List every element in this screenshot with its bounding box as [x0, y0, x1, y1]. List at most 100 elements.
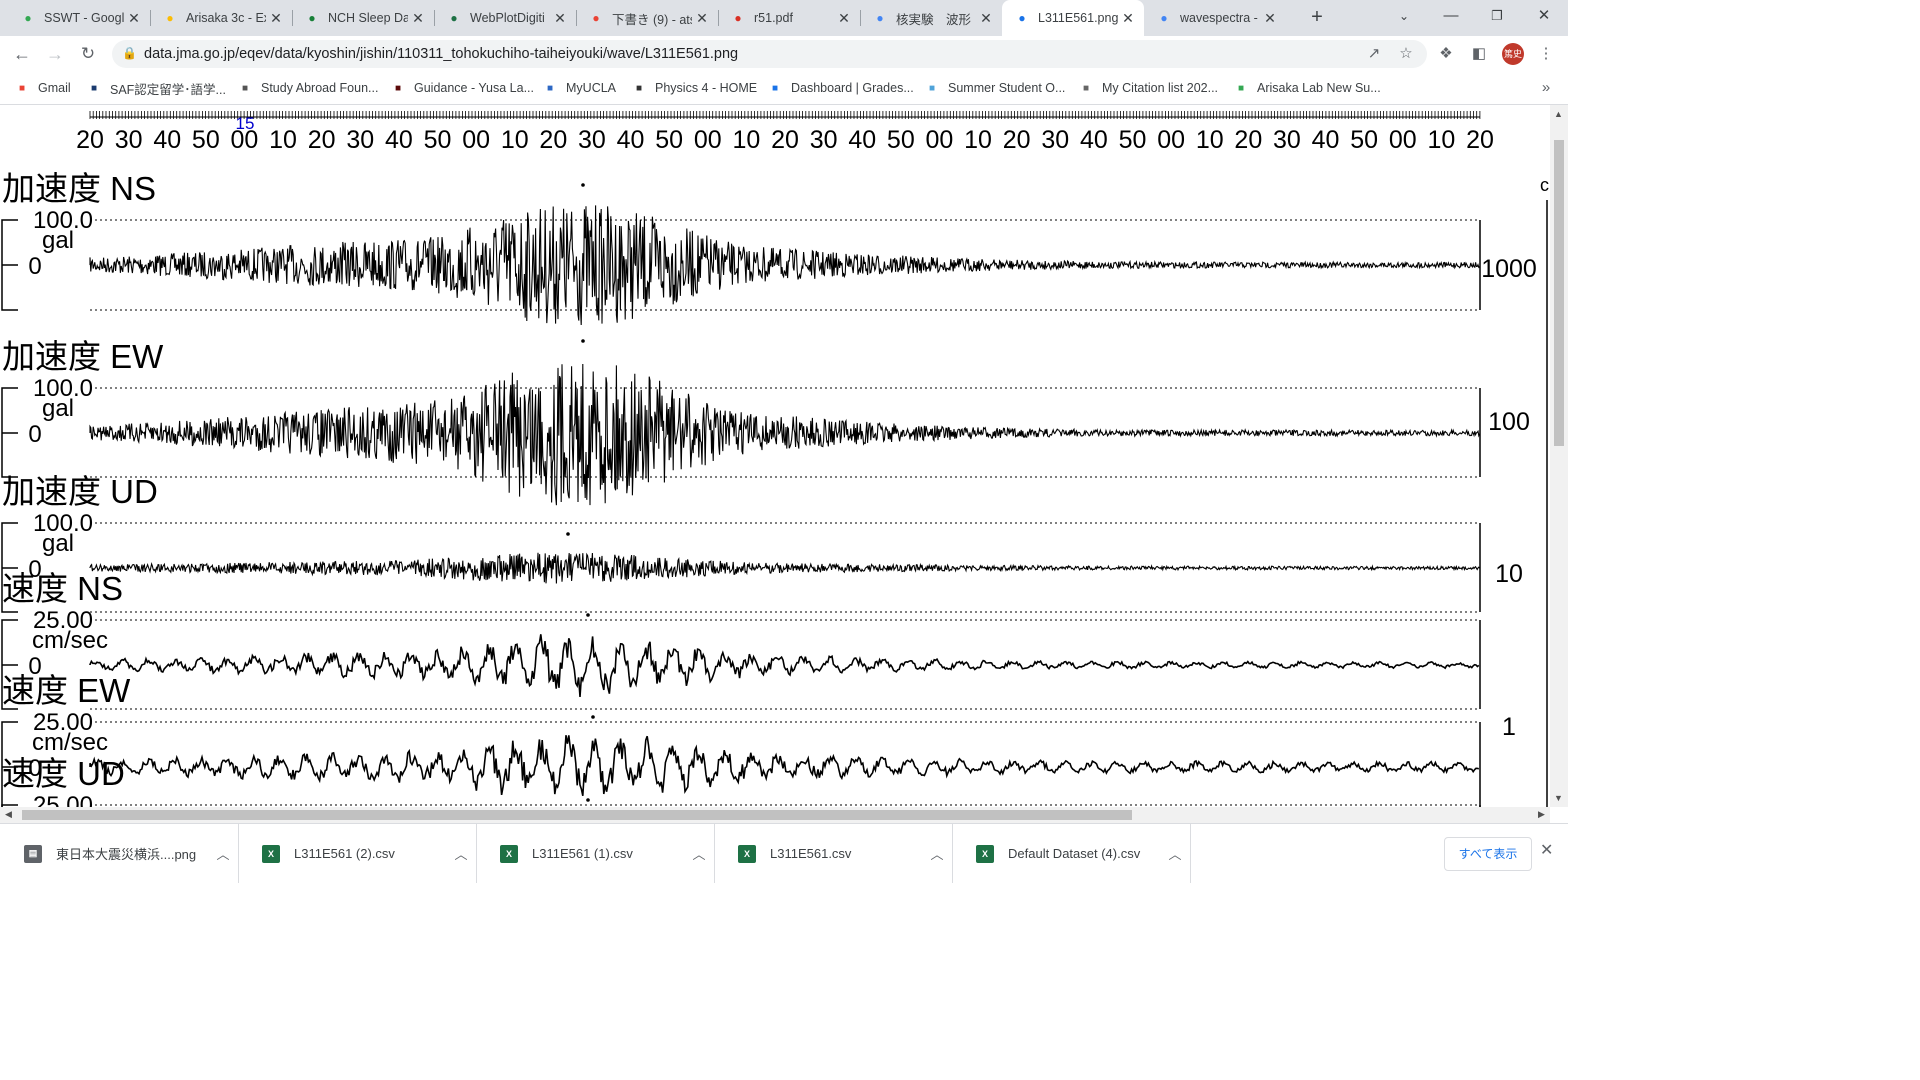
bookmark-item[interactable]: ■ Dashboard | Grades...	[767, 79, 914, 97]
tab-8[interactable]: ● wavespectra - ✕	[1144, 0, 1286, 36]
chevron-up-icon[interactable]: ︿	[454, 847, 468, 862]
close-window-button[interactable]: ✕	[1537, 7, 1551, 24]
downloads-bar: ▤ 東日本大震災横浜....png ︿ X L311E561 (2).csv ︿ X L311…	[0, 823, 1568, 883]
horizontal-scroll-thumb[interactable]	[22, 810, 1132, 820]
show-all-button[interactable]: すべて表示	[1444, 837, 1532, 871]
bookmarks-overflow-icon[interactable]: »	[1541, 79, 1551, 96]
bookmark-star-icon[interactable]: ☆	[1399, 45, 1413, 62]
download-item[interactable]: X L311E561 (1).csv ︿	[480, 824, 715, 883]
horizontal-scrollbar[interactable]: ◀ ▶	[0, 807, 1550, 823]
download-item[interactable]: X Default Dataset (4).csv ︿	[956, 824, 1191, 883]
download-filename: L311E561.csv	[770, 846, 852, 861]
scroll-right-icon[interactable]: ▶	[1538, 809, 1545, 819]
time-tick-label: 30	[810, 126, 838, 154]
time-marker-label: 15	[236, 114, 255, 133]
chevron-up-icon[interactable]: ︿	[930, 847, 944, 862]
close-tab-icon[interactable]: ✕	[1264, 9, 1276, 26]
time-tick-label: 20	[1466, 126, 1494, 154]
tab-1[interactable]: ● Arisaka 3c - Ex ✕	[150, 0, 292, 36]
bookmark-label: My Citation list 202...	[1102, 81, 1219, 95]
bookmark-item[interactable]: ■ Arisaka Lab New Su...	[1233, 79, 1381, 97]
waveform-trace	[89, 552, 1481, 584]
url-text[interactable]: data.jma.go.jp/eqev/data/kyoshin/jishin/…	[144, 46, 739, 62]
saf-small-icon: ■	[241, 82, 249, 94]
panel-title: 速度 NS	[2, 570, 123, 607]
download-item[interactable]: X L311E561.csv ︿	[718, 824, 953, 883]
time-tick-label: 20	[1234, 126, 1262, 154]
reload-button[interactable]: ↻	[80, 44, 96, 63]
panel-zero-label: 0	[28, 556, 41, 583]
download-filename: Default Dataset (4).csv	[1008, 846, 1141, 861]
close-tab-icon[interactable]: ✕	[128, 9, 140, 26]
download-item[interactable]: ▤ 東日本大震災横浜....png ︿	[4, 824, 239, 883]
download-filename: L311E561 (2).csv	[294, 846, 395, 861]
close-tab-icon[interactable]: ✕	[696, 9, 708, 26]
download-item[interactable]: X L311E561 (2).csv ︿	[242, 824, 477, 883]
bookmark-item[interactable]: ■ Study Abroad Foun...	[237, 79, 378, 97]
tab-7[interactable]: ● L311E561.png ✕	[1002, 0, 1144, 36]
tab-title: NCH Sleep Da	[328, 11, 408, 25]
tab-3[interactable]: ● WebPlotDigiti ✕	[434, 0, 576, 36]
menu-icon[interactable]: ⋮	[1538, 45, 1554, 62]
chevron-up-icon[interactable]: ︿	[216, 847, 230, 862]
tab-2[interactable]: ● NCH Sleep Da ✕	[292, 0, 434, 36]
close-downloads-icon[interactable]: ✕	[1540, 842, 1554, 859]
webplotdigitizer-icon: ●	[450, 11, 458, 25]
close-tab-icon[interactable]: ✕	[412, 9, 424, 26]
time-tick-label: 50	[887, 126, 915, 154]
bar-chart-icon: ■	[771, 82, 779, 94]
scroll-down-icon[interactable]: ▼	[1554, 793, 1563, 803]
profile-avatar[interactable]: 篤史	[1502, 43, 1524, 65]
waveform-trace	[89, 634, 1480, 698]
tab-0[interactable]: ● SSWT - Googl ✕	[8, 0, 150, 36]
close-tab-icon[interactable]: ✕	[1122, 9, 1134, 26]
right-scale-label: 1	[1502, 713, 1516, 741]
browser-toolbar: ← → ↻ 🔒 data.jma.go.jp/eqev/data/kyoshin…	[0, 36, 1568, 72]
minimize-button[interactable]: —	[1443, 7, 1459, 24]
bookmark-item[interactable]: ■ MyUCLA	[542, 79, 616, 97]
close-tab-icon[interactable]: ✕	[554, 9, 566, 26]
weebly-icon: ■	[635, 82, 643, 94]
vertical-scroll-thumb[interactable]	[1554, 140, 1564, 446]
chevron-up-icon[interactable]: ︿	[1168, 847, 1182, 862]
scroll-up-icon[interactable]: ▲	[1554, 109, 1563, 119]
time-tick-label: 10	[1196, 126, 1224, 154]
google-drive-icon: ■	[1237, 82, 1245, 94]
close-tab-icon[interactable]: ✕	[980, 9, 992, 26]
right-scale-mark: c	[1540, 175, 1549, 195]
bookmark-item[interactable]: ■ Physics 4 - HOME	[631, 79, 757, 97]
maximize-button[interactable]: ❐	[1491, 8, 1503, 23]
vertical-scrollbar[interactable]: ▲ ▼	[1550, 105, 1568, 807]
side-panel-icon[interactable]: ◧	[1471, 45, 1487, 62]
panel-unit-label: gal	[42, 395, 74, 422]
bookmark-item[interactable]: ■ Guidance - Yusa La...	[390, 79, 534, 97]
tab-search-button[interactable]: ⌄	[1398, 9, 1410, 23]
time-tick-label: 50	[655, 126, 683, 154]
panel-unit-label: gal	[42, 530, 74, 557]
extensions-icon[interactable]: ❖	[1439, 45, 1453, 62]
tab-5[interactable]: ● r51.pdf ✕	[718, 0, 860, 36]
bookmark-item[interactable]: ■ Gmail	[14, 79, 71, 97]
tab-6[interactable]: ● 核実験 波形 ✕	[860, 0, 1002, 36]
bookmark-item[interactable]: ■ My Citation list 202...	[1078, 79, 1218, 97]
tab-separator	[860, 10, 861, 26]
forward-button[interactable]: →	[46, 44, 64, 64]
bookmark-item[interactable]: ■ SAF認定留学･語学...	[86, 79, 226, 97]
panel-unit-label: cm/sec	[32, 627, 108, 654]
close-tab-icon[interactable]: ✕	[270, 9, 282, 26]
close-tab-icon[interactable]: ✕	[838, 9, 850, 26]
scroll-left-icon[interactable]: ◀	[5, 809, 12, 819]
new-tab-button[interactable]: +	[1311, 6, 1323, 28]
address-bar[interactable]: 🔒 data.jma.go.jp/eqev/data/kyoshin/jishi…	[112, 40, 1427, 68]
chevron-up-icon[interactable]: ︿	[692, 847, 706, 862]
tab-separator	[718, 10, 719, 26]
bookmark-item[interactable]: ■ Summer Student O...	[924, 79, 1065, 97]
yusa-lab-icon: ■	[394, 82, 402, 94]
share-icon[interactable]: ↗	[1367, 45, 1381, 62]
tab-4[interactable]: ● 下書き (9) - ats ✕	[576, 0, 718, 36]
bookmark-label: SAF認定留学･語学...	[110, 82, 226, 97]
lock-icon[interactable]: 🔒	[122, 46, 137, 60]
time-tick-label: 20	[308, 126, 336, 154]
back-button[interactable]: ←	[13, 44, 31, 64]
time-tick-label: 50	[1350, 126, 1378, 154]
